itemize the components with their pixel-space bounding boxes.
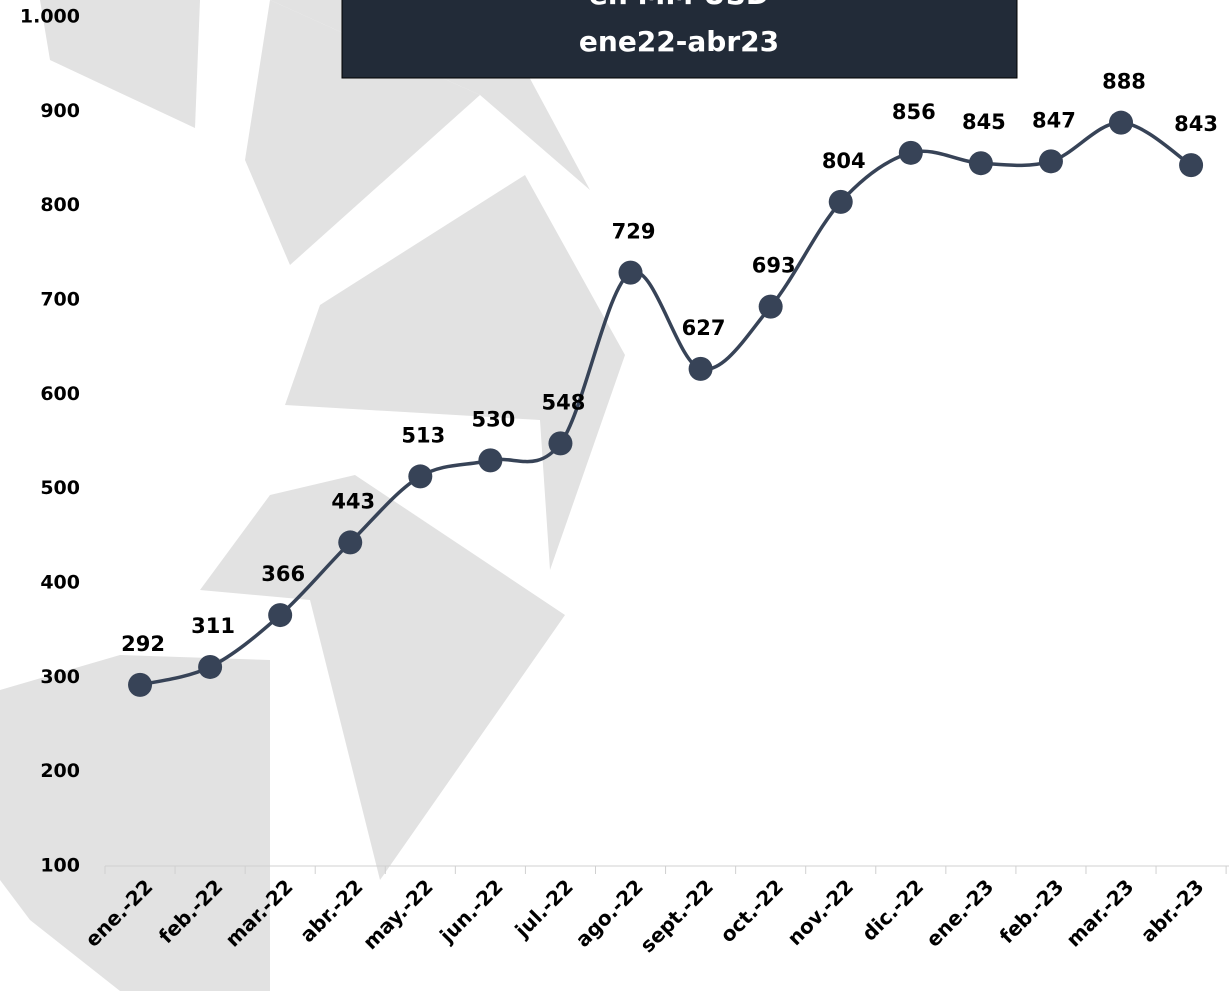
title-box	[341, 0, 1018, 79]
x-tick-label: jul.-22	[510, 874, 578, 942]
data-label: 366	[261, 562, 305, 586]
y-tick-label: 1.000	[20, 6, 80, 28]
decor-shape	[245, 0, 480, 265]
data-label: 729	[612, 220, 656, 244]
data-point	[478, 448, 503, 473]
data-point	[1109, 110, 1134, 135]
data-label: 847	[1032, 108, 1076, 132]
x-tick-label: nov.-22	[782, 874, 858, 950]
decor-shape	[40, 0, 200, 128]
x-tick-label: ene.-23	[921, 874, 998, 951]
data-point	[1179, 153, 1204, 178]
x-tick-label: oct.-22	[715, 874, 788, 947]
data-point	[338, 530, 363, 555]
x-tick-label: abr.-22	[295, 874, 368, 947]
x-tick-label: sept.-22	[635, 874, 718, 957]
x-tick-label: dic.-22	[857, 874, 928, 945]
data-label: 311	[191, 614, 235, 638]
data-label: 804	[822, 149, 866, 173]
data-point	[408, 464, 433, 489]
y-tick-label: 500	[40, 477, 80, 499]
y-tick-label: 900	[40, 100, 80, 122]
x-tick-label: feb.-23	[995, 874, 1069, 948]
data-point	[1038, 149, 1063, 174]
decor-shape	[200, 475, 565, 880]
data-label: 845	[962, 110, 1006, 134]
data-label: 443	[331, 489, 375, 513]
data-label: 888	[1102, 70, 1146, 94]
chart-title: en MM USD	[589, 0, 769, 11]
x-tick-label: may.-22	[358, 874, 438, 954]
data-point	[968, 151, 993, 176]
data-point	[268, 603, 293, 628]
data-line	[139, 120, 1193, 687]
data-point	[128, 672, 153, 697]
data-label: 693	[752, 254, 796, 278]
data-label: 548	[542, 390, 586, 414]
data-label: 843	[1174, 112, 1218, 136]
data-point	[198, 654, 223, 679]
data-label: 530	[471, 407, 515, 431]
x-tick-label: mar.-23	[1061, 874, 1138, 951]
y-tick-label: 100	[40, 855, 80, 877]
y-tick-label: 800	[40, 194, 80, 216]
y-tick-label: 700	[40, 289, 80, 311]
data-label: 513	[401, 423, 445, 447]
y-tick-label: 200	[40, 760, 80, 782]
y-tick-label: 300	[40, 666, 80, 688]
x-tick-label: abr.-23	[1136, 874, 1209, 947]
data-point	[828, 189, 853, 214]
data-point	[758, 294, 783, 319]
x-tick-label: jun.-22	[434, 874, 508, 948]
background-decoration	[0, 0, 625, 991]
chart-subtitle: ene22-abr23	[579, 25, 779, 58]
data-point	[548, 431, 573, 456]
data-point	[688, 356, 713, 381]
y-tick-label: 600	[40, 383, 80, 405]
data-label: 292	[121, 632, 165, 656]
data-point	[618, 260, 643, 285]
decor-shape	[285, 175, 625, 570]
y-tick-label: 400	[40, 572, 80, 594]
decor-shape	[0, 655, 270, 991]
data-label: 627	[682, 316, 726, 340]
data-point	[898, 140, 923, 165]
data-label: 856	[892, 100, 936, 124]
